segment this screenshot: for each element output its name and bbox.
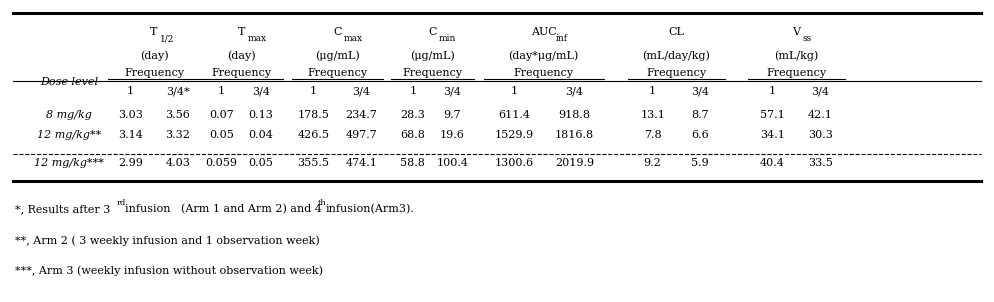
Text: 3.32: 3.32 (165, 130, 190, 140)
Text: 3.14: 3.14 (118, 130, 143, 140)
Text: Frequency: Frequency (514, 68, 574, 78)
Text: AUC: AUC (531, 27, 557, 37)
Text: rd: rd (117, 199, 126, 207)
Text: 1816.8: 1816.8 (555, 130, 593, 140)
Text: 12 mg/kg***: 12 mg/kg*** (34, 158, 103, 168)
Text: ss: ss (802, 34, 811, 43)
Text: 1: 1 (410, 86, 416, 96)
Text: 2.99: 2.99 (118, 158, 143, 168)
Text: 3/4: 3/4 (252, 86, 270, 96)
Text: 100.4: 100.4 (436, 158, 468, 168)
Text: 28.3: 28.3 (401, 110, 425, 120)
Text: 8.7: 8.7 (692, 110, 709, 120)
Text: 4.03: 4.03 (165, 158, 190, 168)
Text: 12 mg/kg**: 12 mg/kg** (37, 130, 101, 140)
Text: 58.8: 58.8 (401, 158, 425, 168)
Text: 1/2: 1/2 (160, 34, 174, 43)
Text: 2019.9: 2019.9 (555, 158, 593, 168)
Text: 497.7: 497.7 (345, 130, 377, 140)
Text: 34.1: 34.1 (760, 130, 785, 140)
Text: 3.56: 3.56 (165, 110, 190, 120)
Text: 1: 1 (510, 86, 518, 96)
Text: 57.1: 57.1 (760, 110, 785, 120)
Text: th: th (317, 199, 326, 207)
Text: 0.05: 0.05 (248, 158, 273, 168)
Text: 0.04: 0.04 (248, 130, 273, 140)
Text: 3/4: 3/4 (811, 86, 829, 96)
Text: 474.1: 474.1 (345, 158, 377, 168)
Text: T: T (150, 27, 158, 37)
Text: *, Results after 3: *, Results after 3 (15, 204, 110, 214)
Text: CL: CL (669, 27, 684, 37)
Text: 9.2: 9.2 (644, 158, 661, 168)
Text: (day): (day) (140, 50, 168, 60)
Text: 1529.9: 1529.9 (494, 130, 534, 140)
Text: 3/4: 3/4 (352, 86, 370, 96)
Text: 234.7: 234.7 (345, 110, 377, 120)
Text: min: min (438, 34, 456, 43)
Text: 68.8: 68.8 (401, 130, 425, 140)
Text: **, Arm 2 ( 3 weekly infusion and 1 observation week): **, Arm 2 ( 3 weekly infusion and 1 obse… (15, 236, 320, 246)
Text: V: V (792, 27, 800, 37)
Text: 178.5: 178.5 (297, 110, 330, 120)
Text: 7.8: 7.8 (644, 130, 661, 140)
Text: ***, Arm 3 (weekly infusion without observation week): ***, Arm 3 (weekly infusion without obse… (15, 265, 323, 276)
Text: 3/4: 3/4 (443, 86, 461, 96)
Text: 3/4: 3/4 (566, 86, 583, 96)
Text: (day): (day) (227, 50, 255, 60)
Text: 1: 1 (310, 86, 317, 96)
Text: 1: 1 (218, 86, 225, 96)
Text: inf: inf (556, 34, 568, 43)
Text: 0.05: 0.05 (209, 130, 234, 140)
Text: 918.8: 918.8 (559, 110, 590, 120)
Text: 426.5: 426.5 (297, 130, 330, 140)
Text: 8 mg/kg: 8 mg/kg (46, 110, 91, 120)
Text: 0.059: 0.059 (206, 158, 238, 168)
Text: (mL/day/kg): (mL/day/kg) (642, 50, 711, 60)
Text: 0.07: 0.07 (209, 110, 234, 120)
Text: Frequency: Frequency (211, 68, 271, 78)
Text: Frequency: Frequency (307, 68, 368, 78)
Text: (μg/mL): (μg/mL) (411, 50, 455, 60)
Text: 3.03: 3.03 (118, 110, 143, 120)
Text: 5.9: 5.9 (691, 158, 709, 168)
Text: 611.4: 611.4 (498, 110, 530, 120)
Text: (mL/kg): (mL/kg) (774, 50, 818, 60)
Text: max: max (343, 34, 363, 43)
Text: (μg/mL): (μg/mL) (315, 50, 360, 60)
Text: Frequency: Frequency (646, 68, 707, 78)
Text: max: max (248, 34, 266, 43)
Text: 42.1: 42.1 (808, 110, 833, 120)
Text: C: C (428, 27, 436, 37)
Text: infusion   (Arm 1 and Arm 2) and 4: infusion (Arm 1 and Arm 2) and 4 (125, 204, 322, 214)
Text: Dose level: Dose level (40, 77, 97, 87)
Text: 0.13: 0.13 (248, 110, 273, 120)
Text: infusion(Arm3).: infusion(Arm3). (326, 204, 414, 214)
Text: (day*μg/mL): (day*μg/mL) (509, 50, 579, 60)
Text: 3/4: 3/4 (691, 86, 709, 96)
Text: 3/4*: 3/4* (166, 86, 190, 96)
Text: 13.1: 13.1 (640, 110, 665, 120)
Text: 1: 1 (649, 86, 656, 96)
Text: C: C (333, 27, 342, 37)
Text: Frequency: Frequency (403, 68, 462, 78)
Text: 1: 1 (769, 86, 776, 96)
Text: 1300.6: 1300.6 (494, 158, 534, 168)
Text: 33.5: 33.5 (808, 158, 833, 168)
Text: Frequency: Frequency (124, 68, 184, 78)
Text: 19.6: 19.6 (440, 130, 465, 140)
Text: 40.4: 40.4 (760, 158, 785, 168)
Text: 30.3: 30.3 (808, 130, 833, 140)
Text: T: T (238, 27, 245, 37)
Text: 9.7: 9.7 (443, 110, 461, 120)
Text: 6.6: 6.6 (691, 130, 709, 140)
Text: Frequency: Frequency (766, 68, 826, 78)
Text: 1: 1 (126, 86, 134, 96)
Text: 355.5: 355.5 (297, 158, 330, 168)
